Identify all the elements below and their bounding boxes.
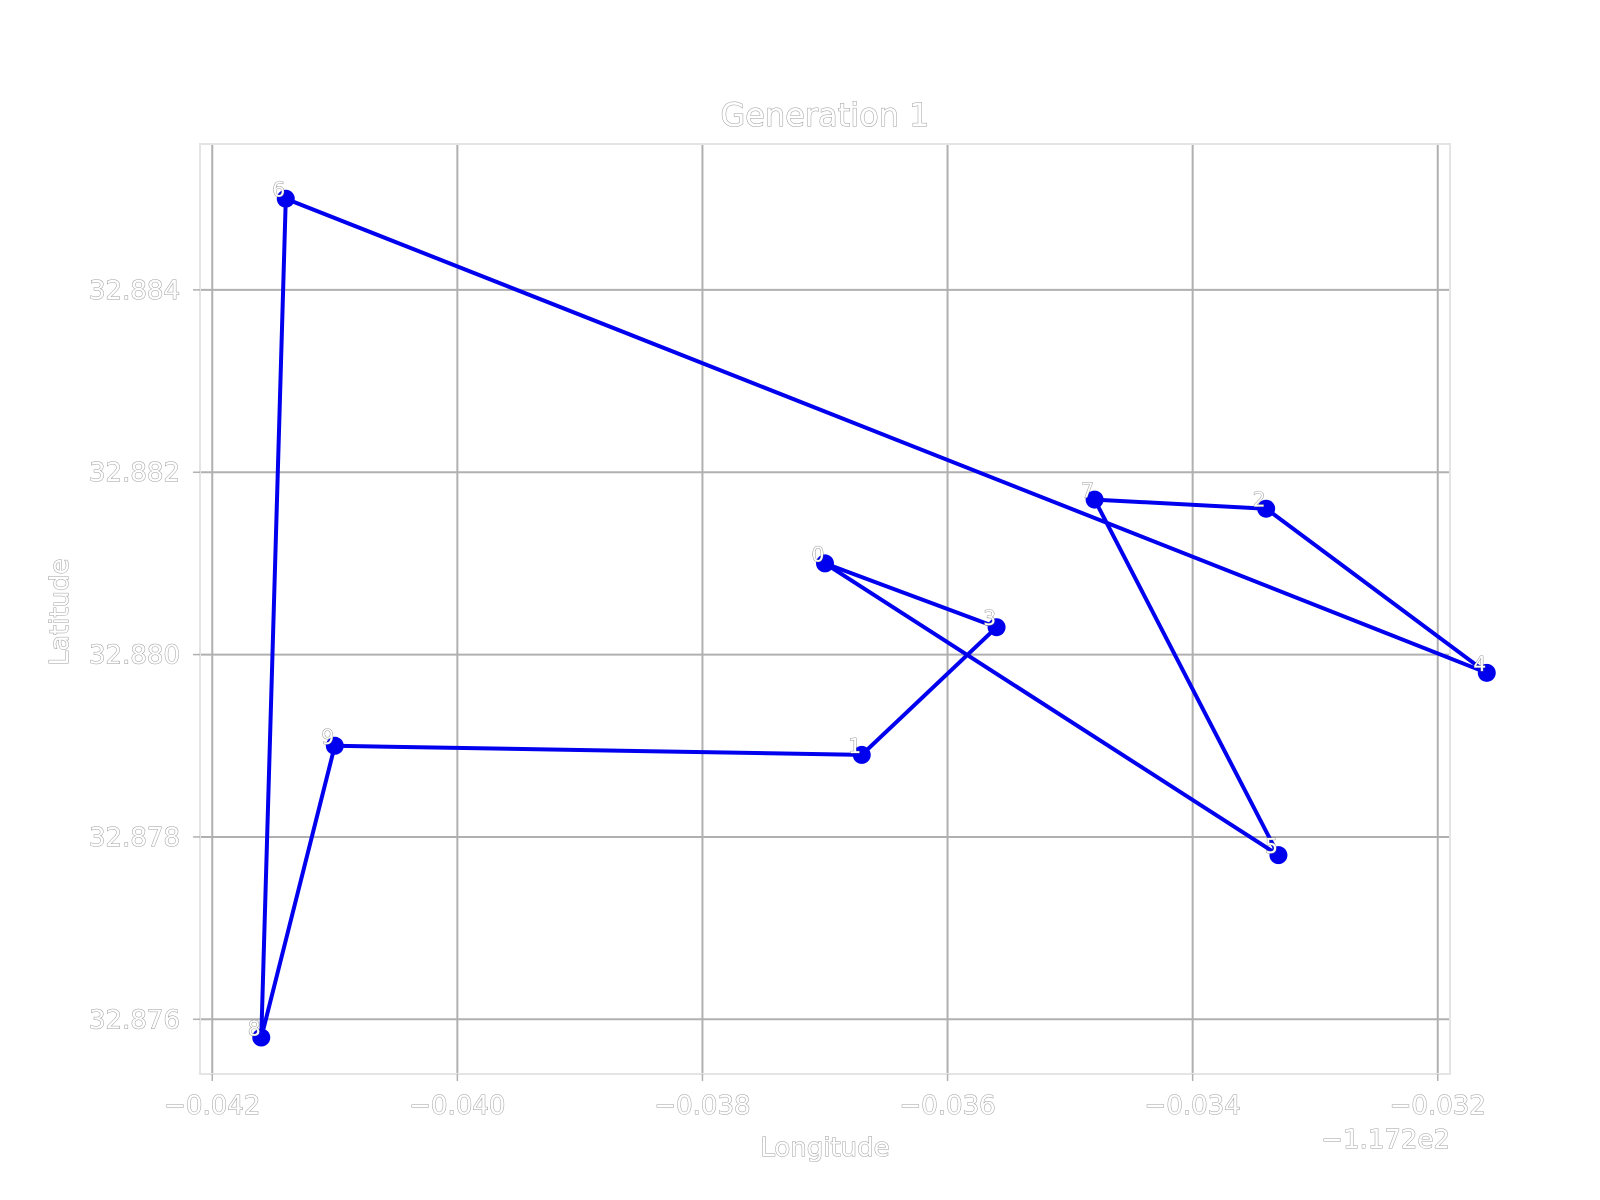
route-lines	[259, 196, 1489, 1040]
route-point	[1257, 499, 1276, 518]
point-label: 8	[248, 1017, 261, 1041]
y-tick-label: 32.878	[89, 823, 180, 853]
x-tick-label: −0.032	[1390, 1091, 1486, 1121]
route-segment	[823, 561, 1281, 858]
x-tick-label: −0.040	[409, 1091, 505, 1121]
route-segment	[283, 196, 1489, 675]
route-point	[1085, 490, 1104, 509]
route-point	[816, 554, 834, 573]
route-point	[1477, 663, 1496, 682]
y-tick-label: 32.884	[89, 276, 180, 306]
route-segment	[332, 743, 864, 757]
point-label: 6	[272, 178, 285, 202]
y-axis-label: Latitude	[45, 558, 75, 665]
route-point	[987, 618, 1006, 637]
point-label: 7	[1081, 479, 1094, 503]
axis-ticks: −0.042 −0.040 −0.038 −0.036 −0.034 −0.032 32.8…	[89, 275, 1487, 1121]
route-segment	[1264, 506, 1489, 675]
route-point	[852, 745, 871, 764]
y-tick-label: 32.880	[89, 641, 180, 671]
route-point	[276, 189, 295, 208]
route-segment	[1092, 497, 1269, 511]
route-point	[1269, 846, 1288, 865]
route-point	[325, 736, 344, 755]
x-tick-label: −0.042	[164, 1091, 260, 1121]
route-segment	[259, 743, 337, 1040]
route-point	[252, 1028, 271, 1047]
y-tick-label: 32.876	[89, 1005, 180, 1035]
x-offset-label: −1.172e2	[1321, 1125, 1450, 1155]
point-label: 5	[1265, 834, 1278, 858]
point-label: 3	[983, 606, 996, 630]
x-tick-label: −0.034	[1145, 1091, 1241, 1121]
point-label: 9	[321, 725, 334, 749]
grid	[200, 144, 1450, 1074]
point-label: 2	[1253, 488, 1266, 512]
route-segment	[259, 196, 288, 1040]
point-label: 1	[848, 734, 861, 758]
x-axis-label: Longitude	[760, 1133, 889, 1163]
route-segment	[1092, 497, 1281, 858]
chart-title: Generation 1	[720, 96, 929, 134]
route-segment	[859, 625, 999, 757]
route-points: 0 1 2 3 4 5 6 7 8 9	[248, 177, 1496, 1047]
x-tick-label: −0.036	[899, 1091, 995, 1121]
route-segment	[823, 561, 999, 630]
point-label: 4	[1473, 652, 1486, 676]
point-label: 0	[812, 542, 825, 566]
x-tick-label: −0.038	[654, 1091, 750, 1121]
plot-frame	[199, 143, 1451, 1075]
y-tick-label: 32.882	[89, 458, 180, 488]
